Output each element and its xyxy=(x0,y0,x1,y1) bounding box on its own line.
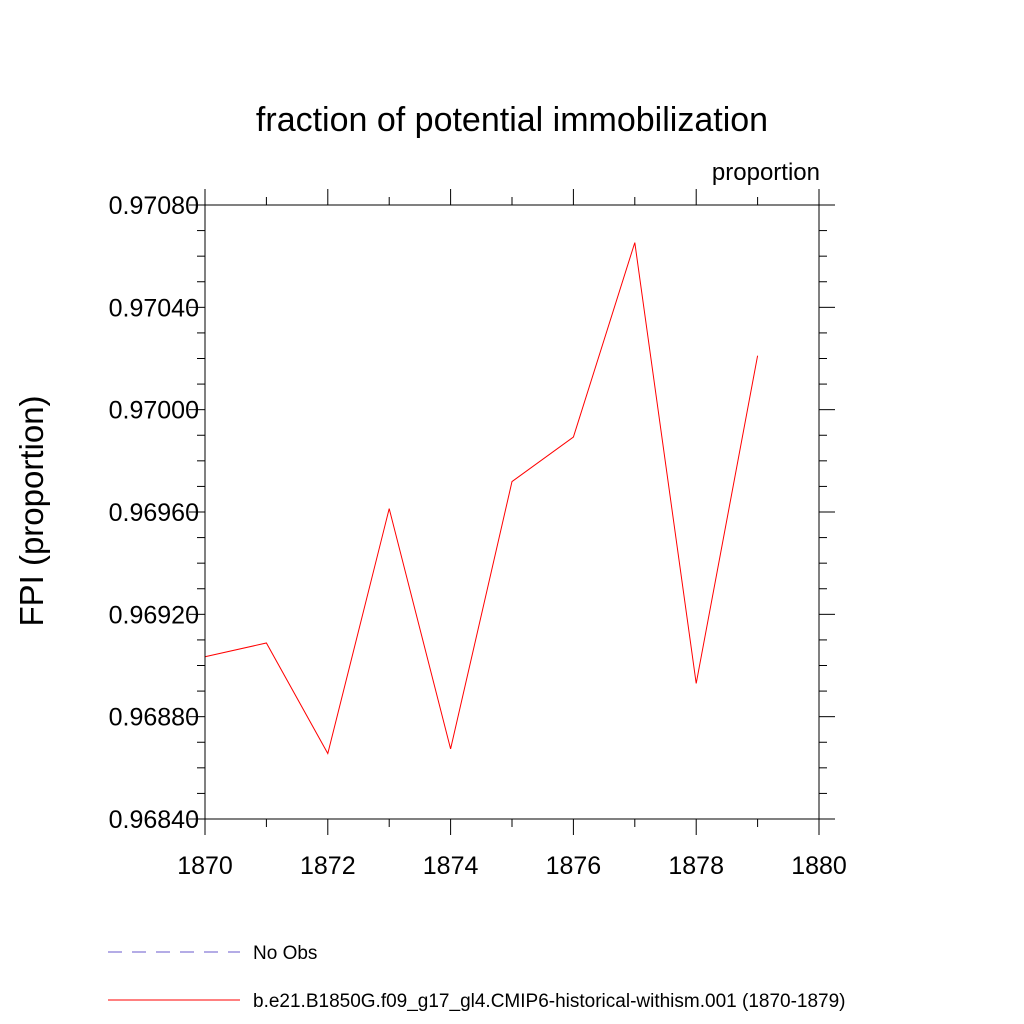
data-point xyxy=(633,241,636,244)
y-tick-label: 0.97040 xyxy=(109,294,199,322)
data-point xyxy=(756,354,759,357)
legend-label: No Obs xyxy=(253,943,317,964)
y-tick-label: 0.96960 xyxy=(109,499,199,527)
y-tick-label: 0.96840 xyxy=(109,806,199,834)
legend: No Obs b.e21.B1850G.f09_g17_gl4.CMIP6-his… xyxy=(108,943,846,1012)
x-tick-label: 1878 xyxy=(668,852,724,880)
data-point xyxy=(265,641,268,644)
units-label: proportion xyxy=(712,159,820,186)
axis-ticks xyxy=(189,189,835,835)
y-tick-label: 0.96920 xyxy=(109,601,199,629)
series-line xyxy=(204,242,759,755)
tick-labels: 1870 1872 1874 1876 1878 1880 0.96840 0.96880 0.… xyxy=(109,192,847,880)
y-tick-label: 0.97080 xyxy=(109,192,199,220)
chart-title: fraction of potential immobilization xyxy=(256,101,768,139)
data-point xyxy=(449,747,452,750)
series-group xyxy=(204,241,759,755)
data-point xyxy=(511,480,514,483)
x-tick-label: 1874 xyxy=(423,852,479,880)
plot-frame xyxy=(204,204,820,820)
x-tick-label: 1876 xyxy=(546,852,602,880)
data-point xyxy=(695,682,698,685)
legend-label: b.e21.B1850G.f09_g17_gl4.CMIP6-historica… xyxy=(253,991,846,1012)
y-tick-label: 0.96880 xyxy=(109,704,199,732)
y-tick-label: 0.97000 xyxy=(109,397,199,425)
data-point xyxy=(572,436,575,439)
x-tick-label: 1872 xyxy=(300,852,356,880)
x-tick-label: 1870 xyxy=(177,852,233,880)
data-point xyxy=(326,752,329,755)
x-tick-label: 1880 xyxy=(791,852,847,880)
data-point xyxy=(388,507,391,510)
y-axis-label: FPI (proportion) xyxy=(13,395,50,626)
